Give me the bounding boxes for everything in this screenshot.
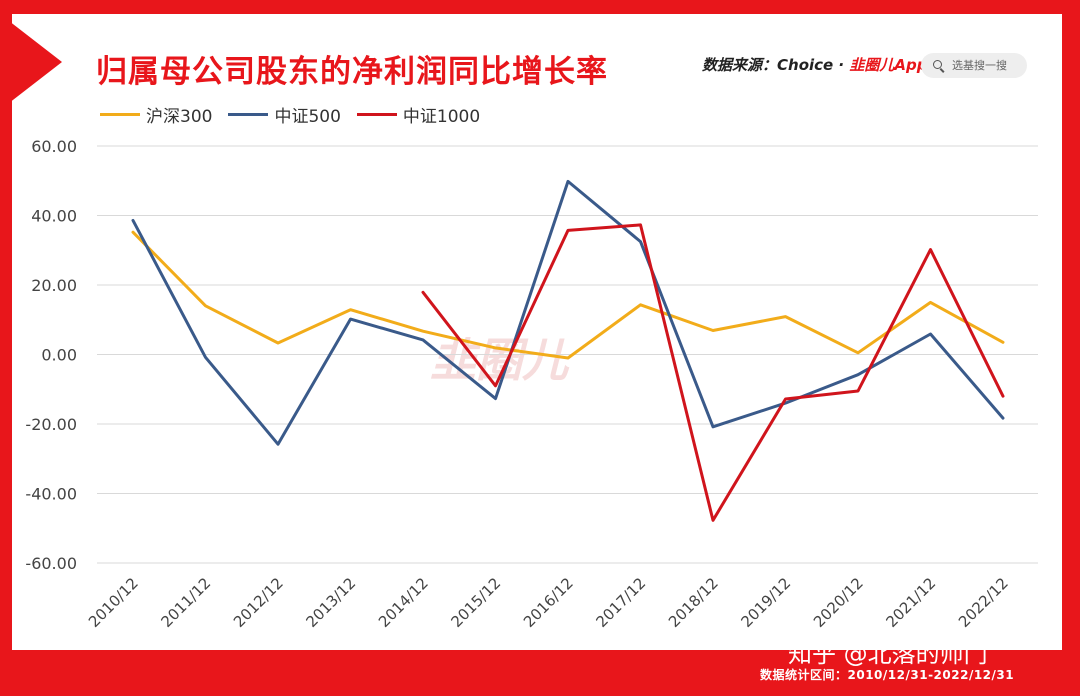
y-tick-label: 0.00: [41, 346, 77, 365]
x-tick-label: 2015/12: [448, 574, 505, 631]
x-tick-label: 2013/12: [303, 574, 360, 631]
chart-title: 归属母公司股东的净利润同比增长率: [96, 54, 608, 90]
search-icon: [933, 60, 942, 69]
legend-item-zz500: 中证500: [228, 102, 341, 127]
y-axis-ticks: 60.00 40.00 20.00 0.00 -20.00 -40.00 -60.00: [25, 137, 77, 573]
x-tick-label: 2022/12: [955, 574, 1012, 631]
series-line-zz500: [131, 179, 1005, 446]
source-brand: 韭圈儿App: [849, 56, 928, 74]
x-tick-label: 2016/12: [520, 574, 577, 631]
source-label: 数据来源：Choice ·: [702, 56, 850, 74]
y-tick-label: 40.00: [31, 207, 77, 226]
corner-flag: [0, 14, 62, 110]
legend-label-zz1000: 中证1000: [402, 106, 481, 127]
grid-lines: [97, 145, 1038, 564]
legend-item-hs300: 沪深300: [100, 102, 212, 127]
x-tick-label: 2021/12: [883, 574, 940, 631]
legend-item-zz1000: 中证1000: [356, 102, 481, 127]
search-placeholder: 选基搜一搜: [952, 59, 1007, 72]
x-tick-label: 2017/12: [593, 574, 650, 631]
legend-swatch-hs300: [100, 112, 140, 116]
series-lines: [131, 179, 1005, 522]
x-tick-label: 2010/12: [85, 574, 142, 631]
x-tick-label: 2019/12: [738, 574, 795, 631]
legend-label-zz500: 中证500: [274, 106, 341, 127]
x-tick-label: 2011/12: [158, 574, 215, 631]
y-tick-label: -20.00: [25, 415, 77, 434]
series-line-zz1000: [421, 223, 1005, 522]
legend-swatch-zz1000: [356, 112, 397, 116]
data-period: 数据统计区间：2010/12/31-2022/12/31: [760, 668, 1015, 682]
x-tick-label: 2014/12: [375, 574, 432, 631]
y-tick-label: 60.00: [31, 137, 77, 156]
fund-search-box[interactable]: 选基搜一搜: [921, 53, 1027, 78]
x-tick-label: 2012/12: [230, 574, 287, 631]
data-source: 数据来源：Choice · 韭圈儿App: [702, 54, 927, 75]
chart-legend: 沪深300 中证500 中证1000: [100, 102, 496, 127]
x-tick-label: 2018/12: [665, 574, 722, 631]
zhihu-watermark: 知乎 @北落的师门: [788, 640, 988, 668]
legend-label-hs300: 沪深300: [146, 106, 213, 127]
series-line-hs300: [131, 230, 1005, 360]
y-tick-label: 20.00: [31, 276, 77, 295]
legend-swatch-zz500: [228, 112, 269, 116]
x-tick-label: 2020/12: [810, 574, 867, 631]
y-tick-label: -40.00: [25, 485, 77, 504]
x-axis-ticks: 2010/12 2011/12 2012/12 2013/12 2014/12 2015/…: [85, 574, 1012, 631]
y-tick-label: -60.00: [25, 554, 77, 573]
